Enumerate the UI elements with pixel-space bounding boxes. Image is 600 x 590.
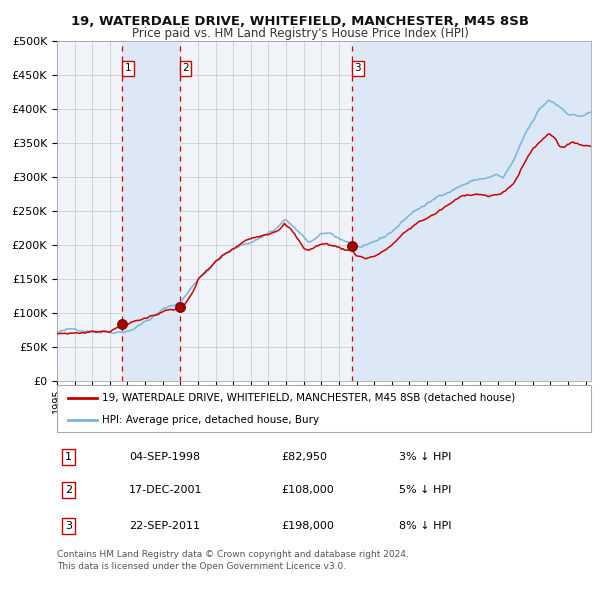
Text: 3% ↓ HPI: 3% ↓ HPI — [399, 452, 451, 462]
Text: Price paid vs. HM Land Registry's House Price Index (HPI): Price paid vs. HM Land Registry's House … — [131, 27, 469, 40]
Text: 3: 3 — [65, 521, 72, 531]
Text: £82,950: £82,950 — [281, 452, 327, 462]
Text: £198,000: £198,000 — [281, 521, 334, 531]
Text: 17-DEC-2001: 17-DEC-2001 — [129, 486, 203, 495]
Text: This data is licensed under the Open Government Licence v3.0.: This data is licensed under the Open Gov… — [57, 562, 346, 571]
Text: £108,000: £108,000 — [281, 486, 334, 495]
Text: 22-SEP-2011: 22-SEP-2011 — [129, 521, 200, 531]
Text: 2: 2 — [65, 486, 72, 495]
Text: 1: 1 — [65, 452, 72, 462]
Text: Contains HM Land Registry data © Crown copyright and database right 2024.: Contains HM Land Registry data © Crown c… — [57, 550, 409, 559]
Text: 04-SEP-1998: 04-SEP-1998 — [129, 452, 200, 462]
Text: 5% ↓ HPI: 5% ↓ HPI — [399, 486, 451, 495]
Text: 19, WATERDALE DRIVE, WHITEFIELD, MANCHESTER, M45 8SB (detached house): 19, WATERDALE DRIVE, WHITEFIELD, MANCHES… — [103, 393, 515, 403]
Text: 19, WATERDALE DRIVE, WHITEFIELD, MANCHESTER, M45 8SB: 19, WATERDALE DRIVE, WHITEFIELD, MANCHES… — [71, 15, 529, 28]
Text: HPI: Average price, detached house, Bury: HPI: Average price, detached house, Bury — [103, 415, 320, 425]
Text: 3: 3 — [355, 64, 361, 73]
Bar — [122, 41, 179, 381]
Text: 8% ↓ HPI: 8% ↓ HPI — [399, 521, 451, 531]
Bar — [352, 41, 591, 381]
Text: 1: 1 — [124, 64, 131, 73]
Text: 2: 2 — [182, 64, 189, 73]
